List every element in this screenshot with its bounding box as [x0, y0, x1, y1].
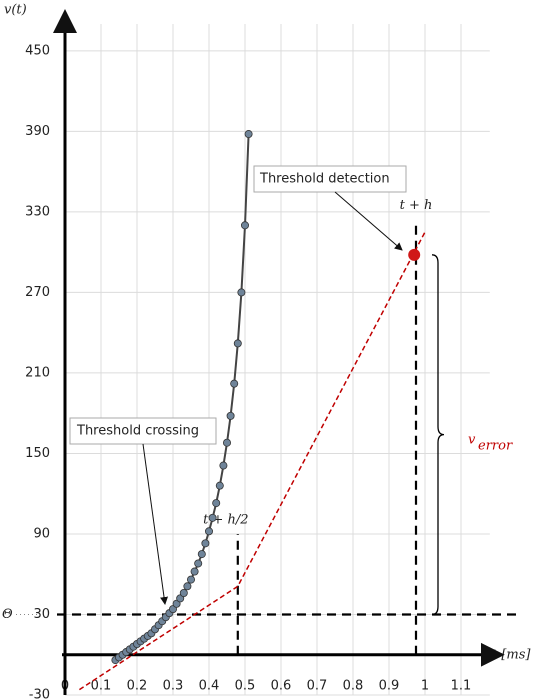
data-point	[215, 481, 224, 490]
x-tick-label: 0.9	[379, 679, 400, 694]
error-brace	[431, 254, 445, 616]
x-tick-label: 0.6	[271, 679, 292, 694]
detection-point	[408, 248, 421, 261]
y-tick-label: 390	[25, 124, 50, 139]
threshold-label: Θ	[2, 607, 13, 622]
data-point	[190, 567, 199, 576]
annotation-box	[69, 417, 217, 445]
x-tick-label: 0.2	[127, 679, 148, 694]
data-point	[222, 438, 231, 447]
data-point	[208, 513, 217, 522]
y-tick-label: 90	[33, 526, 50, 541]
step-label: t + h	[400, 198, 433, 213]
x-tick-label: 0.1	[91, 679, 112, 694]
data-point	[219, 461, 228, 470]
data-point	[212, 499, 221, 508]
annotation-arrow	[334, 191, 403, 251]
y-tick-label: -30	[29, 688, 50, 699]
y-tick-label: 450	[25, 43, 50, 58]
y-tick-label: 150	[25, 446, 50, 461]
annotation: Threshold detection	[259, 172, 390, 187]
x-tick-label: 1.1	[451, 679, 472, 694]
data-point	[230, 379, 239, 388]
error-line	[78, 231, 426, 691]
data-point	[240, 221, 249, 230]
error-label: v	[468, 433, 476, 448]
data-point	[186, 575, 195, 584]
data-point	[233, 339, 242, 348]
data-point	[204, 527, 213, 536]
y-tick-label: 270	[25, 285, 50, 300]
data-point	[244, 130, 253, 139]
data-point	[179, 589, 188, 598]
x-tick-label: 0.7	[307, 679, 328, 694]
x-tick-label: 0.4	[199, 679, 220, 694]
x-tick-label: 1	[421, 679, 429, 694]
x-tick-label: 0.5	[235, 679, 256, 694]
data-point	[183, 582, 192, 591]
y-tick-label: 210	[25, 365, 50, 380]
data-point	[226, 411, 235, 420]
series-line	[114, 134, 250, 661]
error-label-subscript: error	[478, 439, 513, 454]
y-axis-label: v(t)	[4, 3, 27, 18]
data-point	[194, 559, 203, 568]
annotation: Threshold crossing	[76, 424, 199, 439]
annotation-box	[253, 165, 407, 193]
x-tick-label: 0.3	[163, 679, 184, 694]
data-point	[237, 288, 246, 297]
y-tick-label: 330	[25, 204, 50, 219]
annotation-arrow	[142, 443, 169, 605]
data-point	[197, 550, 206, 559]
y-tick-label: 30	[33, 607, 50, 622]
x-tick-label: 0.8	[343, 679, 364, 694]
data-point	[201, 539, 210, 548]
